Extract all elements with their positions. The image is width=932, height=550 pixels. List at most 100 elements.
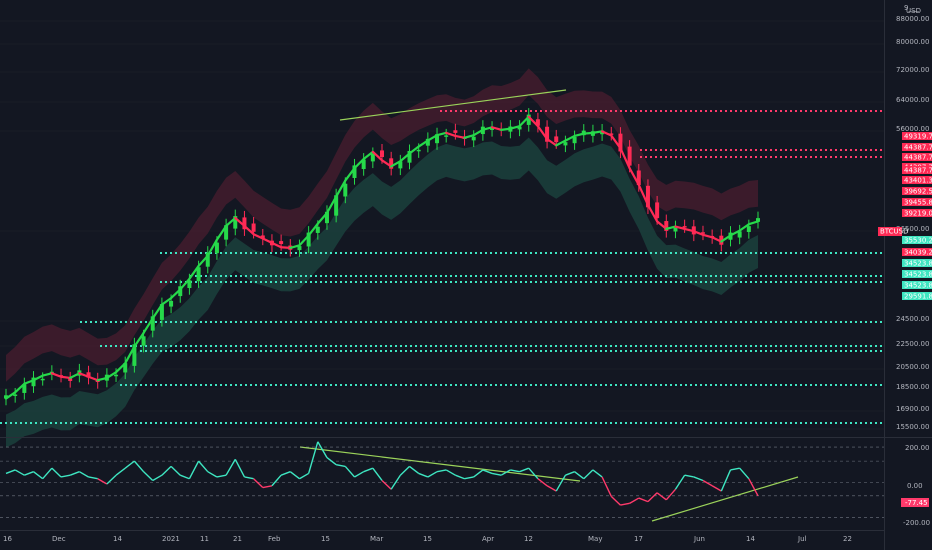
candle-body [4, 395, 8, 399]
support-resistance-levels [0, 110, 884, 424]
candle-body [169, 300, 174, 307]
osc-segment [207, 471, 218, 478]
oscillator-trendline-up [651, 476, 799, 522]
osc-segment [583, 469, 594, 480]
candle-body [700, 232, 705, 234]
candle-body [655, 202, 660, 219]
ma-segment [674, 225, 686, 230]
ma-segment [234, 216, 246, 228]
ma-segment [289, 244, 301, 249]
trend-lines[interactable] [299, 89, 799, 522]
time-tick: 21 [233, 535, 242, 543]
osc-segment [179, 474, 190, 480]
ma-segment [188, 264, 200, 280]
osc-segment [299, 472, 309, 480]
time-tick: 15 [423, 535, 432, 543]
osc-segment [674, 474, 686, 490]
oscillator-pane [0, 441, 884, 518]
osc-segment [748, 478, 759, 497]
ma-segment [518, 115, 530, 128]
ma-segment [729, 229, 741, 237]
ma-segment [646, 203, 659, 223]
candle-body [251, 223, 256, 232]
candle-body [526, 114, 531, 125]
candle-body [756, 218, 760, 222]
price-label-red: 39219.06 [904, 210, 932, 218]
ma-segment [435, 131, 448, 137]
osc-segment [610, 495, 621, 506]
ma-segment [481, 126, 494, 131]
osc-segment [418, 472, 429, 478]
ma-segment [261, 237, 274, 244]
osc-segment [271, 474, 282, 487]
ma-segment [600, 130, 613, 137]
osc-segment [445, 469, 456, 476]
candle-body [682, 226, 687, 228]
candle-body [545, 126, 550, 142]
ma-segment [252, 233, 264, 240]
osc-segment [720, 469, 732, 492]
osc-segment [33, 471, 44, 480]
price-label-green: 34523.82 [904, 271, 932, 279]
ma-segment [307, 222, 319, 237]
candle-body [150, 316, 155, 331]
time-tick: 14 [113, 535, 122, 543]
price-tick: 16900.00 [896, 405, 929, 413]
osc-segment [500, 469, 511, 476]
osc-current-value: -77.45 [905, 499, 928, 507]
osc-segment [601, 476, 612, 497]
time-tick: 11 [200, 535, 209, 543]
time-tick: May [588, 535, 602, 543]
ma-segment [215, 224, 228, 241]
time-axis[interactable]: 16 Dec 14 2021 11 21 Feb 15 Mar 15 Apr 1… [3, 535, 852, 543]
candle-body [361, 159, 366, 170]
price-label-red: 44387.77 [904, 144, 932, 152]
osc-segment [188, 460, 200, 480]
ma-segment [490, 126, 503, 131]
price-label-green: 35530.22 [904, 237, 932, 245]
osc-segment [289, 471, 300, 480]
ma-segment [362, 150, 374, 161]
ma-segment [509, 125, 521, 130]
price-tick: 36500.00 [896, 225, 929, 233]
oscillator-trendline-down [299, 446, 581, 482]
candle-body [425, 138, 430, 146]
osc-segment [730, 467, 740, 471]
osc-segment [69, 471, 80, 476]
ma-segment [50, 372, 63, 378]
candle-body [398, 161, 403, 169]
ma-segment [582, 131, 595, 135]
ma-segment [197, 254, 209, 268]
ma-segment [683, 227, 695, 233]
osc-segment [519, 467, 529, 473]
ma-segment [69, 372, 81, 380]
osc-segment [79, 471, 89, 478]
ma-segment [298, 234, 310, 247]
osc-segment [555, 474, 567, 492]
osc-segment [491, 472, 502, 476]
candle-body [279, 241, 284, 245]
candle-body [315, 226, 320, 233]
price-axis[interactable]: 9___ USD 88000.00 80000.00 72000.00 6400… [878, 4, 932, 431]
ma-segment [454, 134, 466, 139]
osc-segment [436, 469, 447, 473]
ma-segment [270, 241, 283, 249]
ma-segment [656, 220, 668, 230]
candle-body [444, 135, 449, 137]
candle-body [719, 235, 724, 245]
osc-segment [390, 474, 401, 490]
candle-body [416, 149, 421, 152]
ma-segment [500, 127, 512, 131]
ma-segment [399, 152, 411, 163]
osc-segment [42, 467, 53, 480]
candle-body [645, 185, 650, 208]
ma-segment [463, 134, 475, 139]
candle-body [352, 165, 357, 178]
candle-body [205, 252, 210, 267]
candle-body [517, 126, 522, 130]
ma-segment [619, 147, 631, 170]
time-tick: Feb [268, 535, 281, 543]
ma-segment [142, 317, 154, 335]
osc-segment [344, 465, 356, 478]
